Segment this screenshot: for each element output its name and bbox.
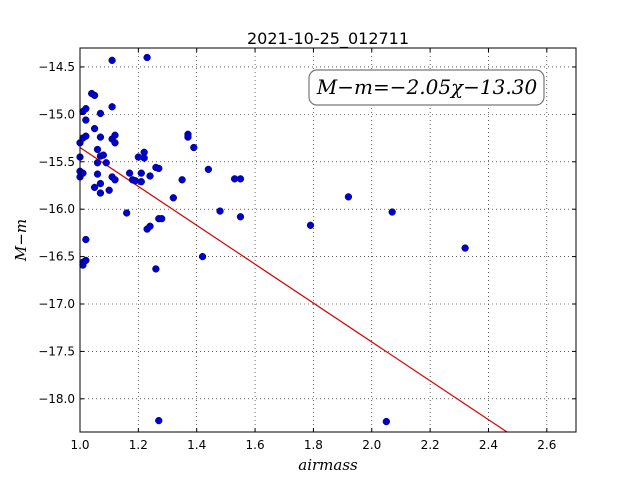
- data-point: [155, 416, 163, 425]
- y-tick-label: −14.5: [38, 60, 75, 74]
- data-point: [461, 244, 469, 252]
- y-tick-label: −18.0: [38, 392, 75, 406]
- data-point: [90, 91, 99, 100]
- data-point: [79, 169, 87, 177]
- x-tick-label: 2.2: [421, 438, 440, 452]
- data-point: [169, 194, 178, 202]
- plot-frame: [79, 47, 577, 433]
- data-points: [76, 53, 469, 426]
- data-point: [146, 172, 154, 180]
- data-point: [82, 256, 90, 265]
- grid-lines: [80, 48, 576, 432]
- y-tick-label: −16.5: [38, 250, 75, 264]
- fit-line: [79, 147, 508, 433]
- data-point: [123, 209, 131, 217]
- y-tick-label: −17.0: [38, 297, 75, 311]
- data-point: [102, 159, 110, 167]
- data-point: [111, 176, 119, 184]
- x-tick-label: 2.4: [479, 438, 498, 452]
- data-point: [105, 186, 113, 194]
- data-point: [82, 116, 90, 124]
- data-point: [82, 132, 90, 140]
- data-point: [125, 169, 134, 177]
- y-axis-label: M−m: [12, 219, 30, 262]
- data-point: [111, 139, 119, 147]
- data-point: [93, 170, 102, 178]
- data-point: [216, 207, 224, 215]
- x-axis-label: airmass: [298, 456, 358, 474]
- fit-annotation: M−m=−2.05χ−13.30: [308, 69, 545, 106]
- data-point: [158, 215, 166, 223]
- data-point: [93, 159, 102, 167]
- data-point: [96, 109, 105, 118]
- data-point: [90, 183, 99, 192]
- data-point: [204, 165, 213, 174]
- data-point: [178, 176, 186, 184]
- data-point: [99, 151, 107, 159]
- data-point: [140, 154, 148, 162]
- data-point: [143, 53, 151, 62]
- data-point: [198, 252, 207, 261]
- data-point: [382, 417, 391, 426]
- data-point: [90, 124, 99, 133]
- x-tick-label: 2.0: [362, 438, 381, 452]
- data-point: [190, 143, 198, 152]
- axis-ticks: 1.0 1.2 1.4 1.6 1.8 2.0 2.2 2.4 2.6 −14.5 −15.0 −15…: [38, 48, 576, 452]
- x-tick-label: 1.6: [246, 438, 265, 452]
- data-point: [96, 179, 105, 188]
- data-point: [344, 193, 353, 201]
- data-point: [108, 56, 116, 64]
- data-point: [152, 265, 160, 273]
- data-point: [137, 169, 145, 177]
- annotation-text: M−m=−2.05χ−13.30: [316, 75, 538, 99]
- y-tick-label: −15.0: [38, 107, 75, 121]
- annotation-box: [308, 69, 545, 106]
- data-point: [96, 189, 105, 197]
- data-point: [306, 221, 315, 229]
- data-point: [111, 131, 119, 139]
- data-point: [82, 235, 90, 244]
- data-point: [137, 178, 145, 186]
- x-tick-label: 1.8: [304, 438, 323, 452]
- data-point: [96, 133, 105, 141]
- y-tick-label: −16.0: [38, 202, 75, 216]
- y-tick-label: −15.5: [38, 155, 75, 169]
- x-tick-label: 1.4: [187, 438, 206, 452]
- data-point: [236, 175, 245, 183]
- data-point: [388, 208, 396, 216]
- x-tick-label: 1.0: [70, 438, 89, 452]
- data-point: [108, 103, 116, 111]
- y-tick-label: −17.5: [38, 344, 75, 358]
- data-point: [146, 222, 154, 230]
- fit-line-layer: [79, 147, 508, 433]
- data-point: [155, 164, 163, 173]
- data-point: [82, 105, 90, 113]
- chart-title: 2021-10-25_012711: [247, 29, 409, 49]
- data-point: [184, 133, 192, 141]
- x-tick-label: 1.2: [129, 438, 148, 452]
- data-point: [236, 213, 245, 221]
- data-point: [93, 145, 102, 154]
- x-tick-label: 2.6: [537, 438, 556, 452]
